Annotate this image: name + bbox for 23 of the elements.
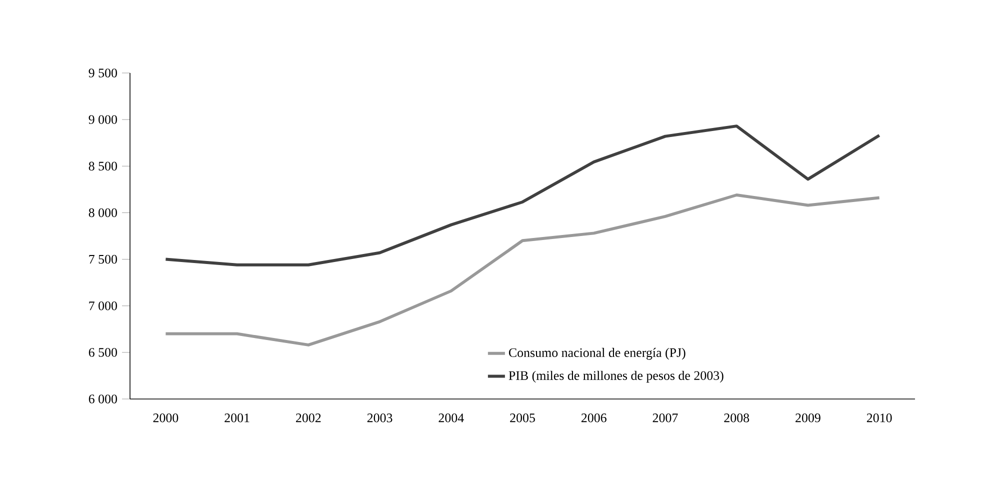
y-tick-label: 6 000 <box>88 394 117 404</box>
x-tick-label: 2007 <box>652 414 678 422</box>
line-series <box>164 124 881 266</box>
x-tick-label: 2000 <box>153 414 178 422</box>
line-series <box>164 194 881 346</box>
legend-label: Consumo nacional de energía (PJ) <box>508 348 686 360</box>
x-tick-label: 2008 <box>724 414 750 422</box>
x-tick-label: 2004 <box>438 414 464 422</box>
x-tick-label: 2009 <box>796 414 820 422</box>
x-tick-label: 2005 <box>510 414 535 422</box>
y-tick-label: 6 500 <box>88 348 117 357</box>
x-tick-label: 2003 <box>367 414 392 422</box>
x-tick-label: 2006 <box>581 414 606 422</box>
x-tick-label: 2001 <box>224 414 250 422</box>
y-tick-label: 7 500 <box>89 254 117 264</box>
y-tick-label: 9 000 <box>88 115 117 124</box>
y-tick-label: 8 500 <box>88 162 117 170</box>
x-tick-label: 2010 <box>866 414 892 422</box>
y-tick-label: 7 000 <box>89 301 117 310</box>
legend-label: PIB (miles de millones de pesos de 2003) <box>508 370 724 383</box>
y-tick-label: 8 000 <box>88 208 117 218</box>
y-tick-label: 9 500 <box>88 68 117 78</box>
x-tick-label: 2002 <box>296 414 321 422</box>
